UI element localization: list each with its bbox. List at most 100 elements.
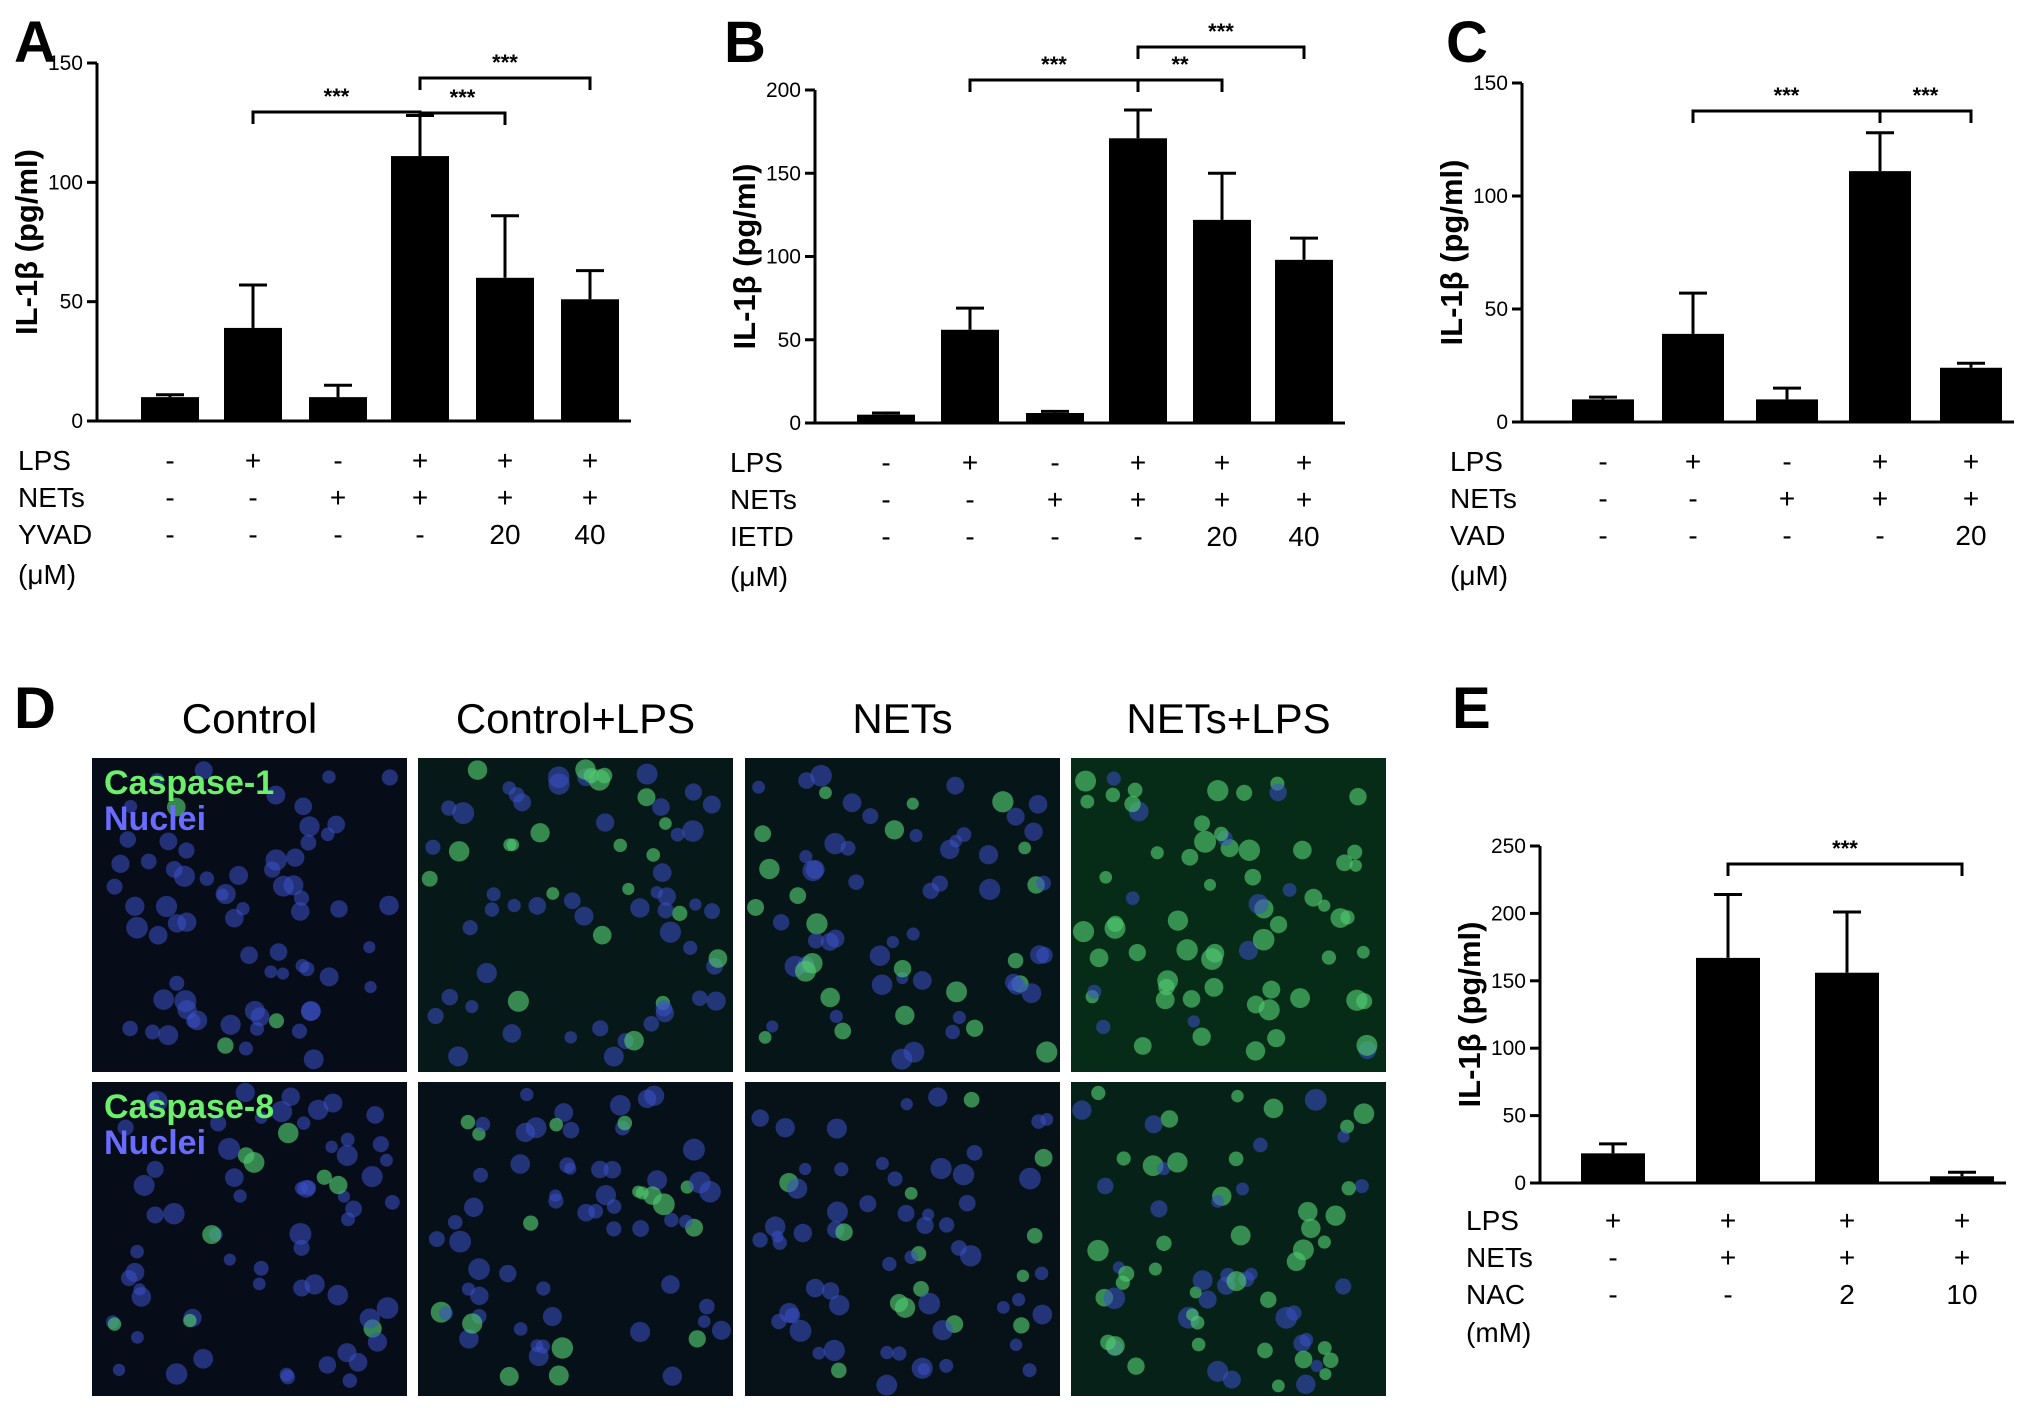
cell xyxy=(1036,875,1051,891)
cell xyxy=(1091,1085,1106,1101)
cell xyxy=(470,1286,489,1306)
cell xyxy=(1347,844,1363,860)
cell xyxy=(1026,1227,1043,1244)
bar xyxy=(1581,1153,1645,1183)
condition-value: + xyxy=(962,447,978,478)
condition-value: + xyxy=(1605,1205,1621,1236)
cell xyxy=(1150,846,1164,860)
bar xyxy=(1940,367,2002,422)
cell xyxy=(1269,783,1287,802)
cell xyxy=(979,878,1001,900)
condition-value: - xyxy=(248,482,257,513)
cell xyxy=(882,1256,897,1272)
cell xyxy=(764,1216,786,1237)
cell xyxy=(1024,822,1043,841)
cell xyxy=(564,1031,578,1044)
cell xyxy=(684,783,703,801)
cell xyxy=(789,1319,812,1342)
cell xyxy=(771,1313,787,1330)
cell xyxy=(650,886,664,899)
cell xyxy=(834,1022,852,1040)
panel-letter: D xyxy=(14,676,56,741)
cell xyxy=(1296,1374,1316,1395)
cell xyxy=(520,1087,534,1102)
cell xyxy=(1293,1334,1311,1353)
cell xyxy=(574,906,594,926)
cell xyxy=(951,1240,967,1256)
cell xyxy=(945,1024,960,1040)
cell xyxy=(1269,915,1288,934)
cell xyxy=(1319,1368,1332,1381)
cell xyxy=(1028,795,1048,814)
stain-label: Caspase-8 xyxy=(104,1088,274,1126)
cell xyxy=(906,797,919,810)
cell xyxy=(266,785,286,805)
cell xyxy=(636,763,658,785)
condition-label: IETD xyxy=(730,521,794,552)
cell xyxy=(1103,1287,1126,1310)
cell xyxy=(1248,894,1269,915)
significance-bracket xyxy=(968,78,1140,92)
cell xyxy=(183,1313,197,1328)
cell xyxy=(486,887,501,902)
y-tick-label: 0 xyxy=(1514,1172,1526,1195)
cell xyxy=(892,1346,907,1361)
cell xyxy=(918,1292,941,1315)
y-tick-label: 50 xyxy=(778,329,801,352)
cell xyxy=(293,1279,311,1297)
condition-value: 10 xyxy=(1946,1279,1977,1310)
cell xyxy=(1075,770,1097,792)
cell xyxy=(1016,1269,1030,1283)
cell xyxy=(1322,1352,1339,1368)
cell xyxy=(1004,973,1023,991)
cell xyxy=(1012,1293,1026,1307)
y-tick-label: 250 xyxy=(1491,835,1526,858)
cell xyxy=(1349,859,1362,872)
cell xyxy=(826,1118,847,1139)
cell xyxy=(448,841,470,862)
cell xyxy=(1194,830,1217,853)
cell xyxy=(1356,945,1370,959)
cell xyxy=(210,1115,227,1132)
cell xyxy=(484,902,500,917)
cell xyxy=(904,1186,918,1200)
bar xyxy=(141,397,199,421)
significance-bracket xyxy=(251,110,422,124)
condition-label: LPS xyxy=(18,445,71,476)
cell xyxy=(603,1046,624,1067)
cell xyxy=(913,1281,929,1297)
cell xyxy=(1228,1151,1244,1167)
cell xyxy=(330,900,348,918)
cell xyxy=(530,823,550,843)
cell xyxy=(699,1298,715,1315)
condition-label: LPS xyxy=(730,447,783,478)
cell xyxy=(1127,1357,1145,1375)
cell xyxy=(1304,888,1323,907)
cell xyxy=(502,1024,522,1043)
cell xyxy=(1125,891,1140,905)
cell xyxy=(216,888,229,901)
column-title: NETs xyxy=(852,695,952,742)
cell xyxy=(1133,1037,1152,1055)
cell xyxy=(499,1264,517,1283)
condition-value: + xyxy=(1839,1242,1855,1273)
cell xyxy=(475,1116,491,1132)
cell xyxy=(931,875,948,892)
significance-label: *** xyxy=(324,84,350,109)
significance-bracket xyxy=(1691,109,1882,123)
cell xyxy=(303,1049,324,1070)
condition-value: - xyxy=(1050,521,1059,552)
cell xyxy=(502,781,516,795)
cell xyxy=(319,967,339,987)
cell xyxy=(821,1282,840,1300)
cell xyxy=(672,905,688,922)
cell xyxy=(1226,1271,1247,1291)
y-tick-label: 50 xyxy=(1503,1105,1526,1128)
cell xyxy=(236,902,250,916)
cell xyxy=(630,898,650,918)
cell xyxy=(1019,1167,1041,1190)
cell xyxy=(428,1231,445,1248)
cell xyxy=(193,1348,214,1369)
cell xyxy=(562,1121,580,1139)
y-tick-label: 50 xyxy=(60,291,83,314)
